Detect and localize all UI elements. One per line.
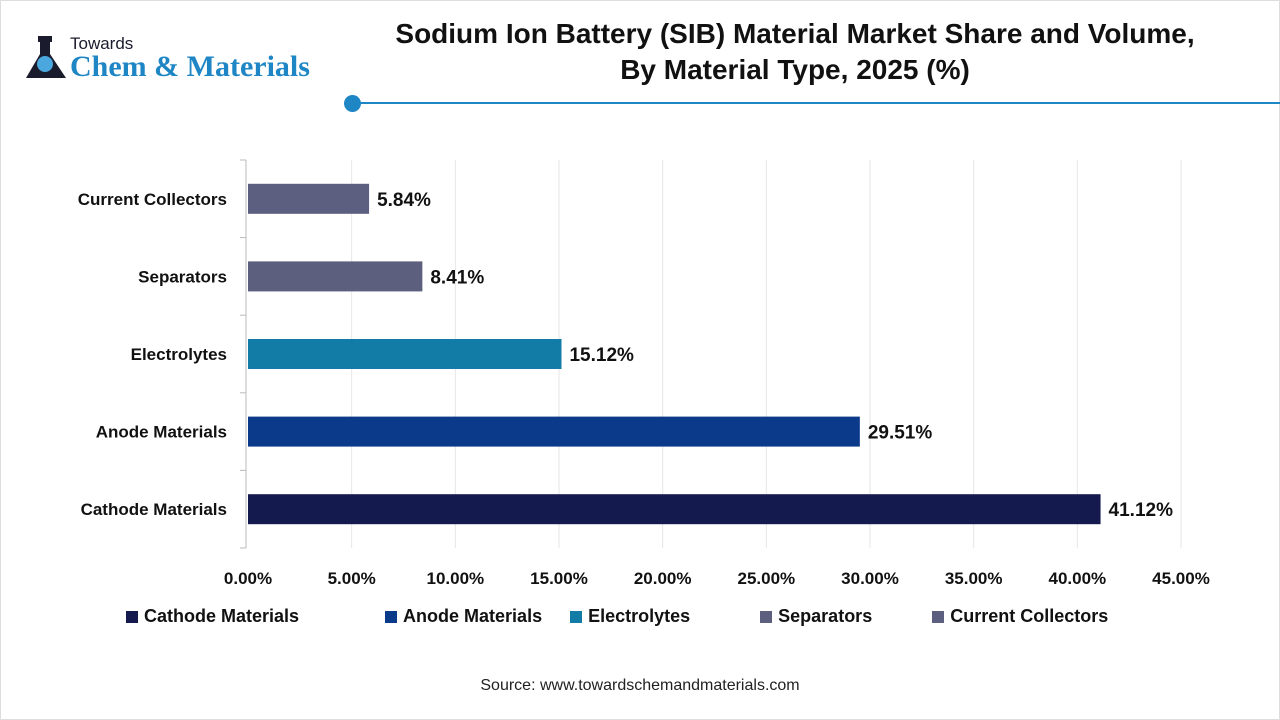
- x-tick-label: 30.00%: [841, 569, 899, 588]
- legend-label: Cathode Materials: [144, 606, 300, 626]
- data-label: 5.84%: [377, 190, 431, 211]
- x-tick-label: 5.00%: [328, 569, 376, 588]
- x-tick-label: 35.00%: [945, 569, 1003, 588]
- bar-cathode-materials: [248, 494, 1101, 525]
- legend-item: Current Collectors: [932, 606, 1108, 627]
- x-tick-label: 45.00%: [1152, 569, 1210, 588]
- y-category-label: Current Collectors: [78, 190, 227, 209]
- legend-swatch: [570, 610, 583, 623]
- x-tick-label: 25.00%: [737, 569, 795, 588]
- legend-item: Anode Materials: [385, 606, 542, 627]
- legend-label: Separators: [778, 606, 873, 626]
- bar-current-collectors: [248, 183, 370, 214]
- y-category-label: Cathode Materials: [81, 500, 227, 519]
- x-tick-label: 10.00%: [426, 569, 484, 588]
- legend-label: Current Collectors: [950, 606, 1109, 626]
- data-label: 41.12%: [1109, 500, 1174, 521]
- legend-label: Anode Materials: [403, 606, 543, 626]
- x-tick-label: 20.00%: [634, 569, 692, 588]
- title-dot: [344, 95, 361, 112]
- data-label: 15.12%: [569, 345, 634, 366]
- legend-item: Cathode Materials: [126, 606, 299, 627]
- x-tick-label: 0.00%: [224, 569, 272, 588]
- y-category-label: Anode Materials: [96, 423, 227, 442]
- data-label: 8.41%: [430, 267, 484, 288]
- legend-item: Separators: [760, 606, 872, 627]
- legend-swatch: [932, 610, 945, 623]
- bar-electrolytes: [248, 339, 562, 369]
- title-rule: [352, 102, 1280, 104]
- bar-anode-materials: [248, 416, 860, 447]
- y-category-label: Electrolytes: [131, 345, 227, 364]
- legend-label: Electrolytes: [588, 606, 691, 626]
- data-label: 29.51%: [868, 423, 933, 444]
- x-tick-label: 15.00%: [530, 569, 588, 588]
- chart-title: Sodium Ion Battery (SIB) Material Market…: [395, 18, 1195, 85]
- y-category-label: Separators: [138, 267, 227, 286]
- x-tick-label: 40.00%: [1048, 569, 1106, 588]
- legend-item: Electrolytes: [570, 606, 690, 627]
- flask-icon: [26, 36, 66, 78]
- bar-separators: [248, 261, 423, 292]
- bar-chart: 0.00% 5.00% 10.00% 15.00% 20.00% 25.00% 30.00%…: [78, 159, 1210, 588]
- legend-swatch: [760, 610, 773, 623]
- logo-main-text: Chem & Materials: [70, 50, 310, 83]
- source: Source: www.towardschemandmaterials.com: [480, 677, 800, 694]
- legend: Cathode Materials Anode Materials Electrol…: [126, 606, 1108, 627]
- logo-top-text: Towards: [70, 34, 134, 53]
- legend-swatch: [385, 610, 398, 623]
- legend-swatch: [126, 610, 138, 623]
